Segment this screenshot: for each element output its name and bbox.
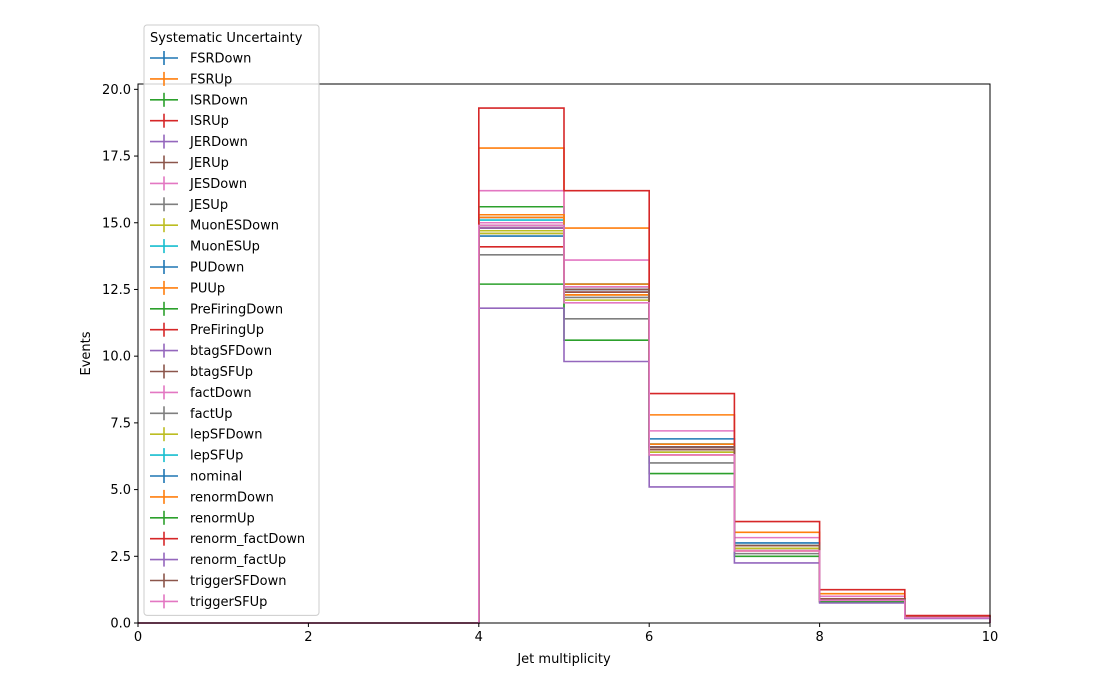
legend-item: PreFiringUp xyxy=(150,322,264,338)
legend-label: PUUp xyxy=(190,281,225,296)
y-tick-label: 2.5 xyxy=(110,550,131,565)
legend-item: JERUp xyxy=(150,155,229,171)
legend-label: JERDown xyxy=(189,135,248,150)
legend-label: ISRUp xyxy=(190,114,229,129)
legend-label: ISRDown xyxy=(190,93,248,108)
legend-label: triggerSFDown xyxy=(190,574,286,589)
legend-item: factDown xyxy=(150,385,252,401)
y-axis-ticks: 0.0 2.5 5.0 7.5 10.0 12.5 15.0 17.5 20.0 xyxy=(102,83,138,632)
legend-label: factDown xyxy=(190,386,252,401)
legend-item: ISRUp xyxy=(150,113,229,129)
legend-label: btagSFUp xyxy=(190,365,253,380)
x-tick-label: 4 xyxy=(475,630,483,645)
legend: Systematic Uncertainty FSRDown FSRUp ISRDo… xyxy=(143,24,320,616)
y-tick-label: 17.5 xyxy=(102,150,131,165)
legend-item: JERDown xyxy=(150,134,248,150)
legend-label: MuonESUp xyxy=(190,240,260,255)
legend-item: JESDown xyxy=(150,176,247,192)
y-axis-label: Events xyxy=(79,331,94,375)
legend-item: MuonESDown xyxy=(150,218,279,234)
legend-label: renorm_factUp xyxy=(190,553,286,568)
x-tick-label: 10 xyxy=(982,630,999,645)
axes-frame xyxy=(137,83,991,624)
legend-item: MuonESUp xyxy=(150,239,260,255)
legend-label: btagSFDown xyxy=(190,344,272,359)
legend-item: ISRDown xyxy=(150,92,248,108)
legend-item: lepSFUp xyxy=(150,448,243,464)
legend-label: lepSFUp xyxy=(190,449,243,464)
legend-box xyxy=(143,24,320,616)
legend-item: PUUp xyxy=(150,280,225,296)
legend-item: btagSFUp xyxy=(150,364,253,380)
legend-label: JESDown xyxy=(189,177,247,192)
y-tick-label: 0.0 xyxy=(110,617,131,632)
y-tick-label: 5.0 xyxy=(110,483,131,498)
y-tick-label: 15.0 xyxy=(102,216,131,231)
legend-label: MuonESDown xyxy=(190,219,279,234)
legend-label: FSRUp xyxy=(190,72,232,87)
y-tick-label: 7.5 xyxy=(110,416,131,431)
legend-item: FSRUp xyxy=(150,71,232,87)
legend-title: Systematic Uncertainty xyxy=(150,31,303,46)
legend-label: lepSFDown xyxy=(190,428,262,443)
legend-label: PUDown xyxy=(190,261,244,276)
legend-item: nominal xyxy=(150,469,242,485)
x-tick-label: 2 xyxy=(304,630,312,645)
legend-label: renorm_factDown xyxy=(190,532,305,547)
legend-label: JESUp xyxy=(189,198,228,213)
legend-item: renorm_factDown xyxy=(150,531,305,547)
legend-item: factUp xyxy=(150,406,233,422)
legend-label: triggerSFUp xyxy=(190,595,267,610)
legend-item: JESUp xyxy=(150,197,228,213)
y-tick-label: 10.0 xyxy=(102,350,131,365)
legend-items: FSRDown FSRUp ISRDown ISRUp JERDown JERUp JESD… xyxy=(150,51,305,610)
legend-label: nominal xyxy=(190,470,242,485)
legend-label: factUp xyxy=(190,407,233,422)
y-tick-label: 12.5 xyxy=(102,283,131,298)
legend-item: PUDown xyxy=(150,260,244,276)
x-axis-ticks: 0 2 4 6 8 10 xyxy=(134,623,998,645)
legend-label: FSRDown xyxy=(190,52,251,67)
legend-item: PreFiringDown xyxy=(150,301,283,317)
y-tick-label: 20.0 xyxy=(102,83,131,98)
x-tick-label: 0 xyxy=(134,630,142,645)
x-axis-label: Jet multiplicity xyxy=(516,652,611,667)
x-tick-label: 6 xyxy=(645,630,653,645)
x-tick-label: 8 xyxy=(815,630,823,645)
legend-item: renormDown xyxy=(150,489,274,505)
legend-item: renormUp xyxy=(150,510,255,526)
legend-label: PreFiringDown xyxy=(190,302,283,317)
legend-item: triggerSFUp xyxy=(150,594,267,610)
legend-item: btagSFDown xyxy=(150,343,272,359)
legend-item: FSRDown xyxy=(150,51,251,67)
legend-label: renormDown xyxy=(190,490,274,505)
legend-label: JERUp xyxy=(189,156,229,171)
legend-item: lepSFDown xyxy=(150,427,262,443)
legend-item: renorm_factUp xyxy=(150,552,286,568)
legend-item: triggerSFDown xyxy=(150,573,286,589)
legend-label: renormUp xyxy=(190,511,255,526)
legend-label: PreFiringUp xyxy=(190,323,264,338)
